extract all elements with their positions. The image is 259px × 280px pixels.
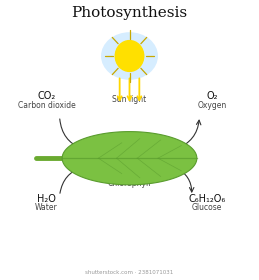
Text: O₂: O₂ [207, 91, 218, 101]
Text: Oxygen: Oxygen [198, 101, 227, 109]
Text: H₂O: H₂O [37, 194, 56, 204]
Ellipse shape [101, 32, 158, 80]
Text: Sun light: Sun light [112, 95, 147, 104]
Text: CO₂: CO₂ [38, 91, 56, 101]
Circle shape [115, 41, 144, 71]
Text: Carbon dioxide: Carbon dioxide [18, 101, 75, 109]
Text: Chlorophyll: Chlorophyll [108, 179, 151, 188]
Text: shutterstock.com · 2381071031: shutterstock.com · 2381071031 [85, 270, 174, 276]
Text: Photosynthesis: Photosynthesis [71, 6, 188, 20]
Text: Water: Water [35, 203, 58, 212]
Polygon shape [62, 132, 197, 185]
Text: C₆H₁₂O₆: C₆H₁₂O₆ [189, 194, 226, 204]
Text: Glucose: Glucose [192, 203, 222, 212]
